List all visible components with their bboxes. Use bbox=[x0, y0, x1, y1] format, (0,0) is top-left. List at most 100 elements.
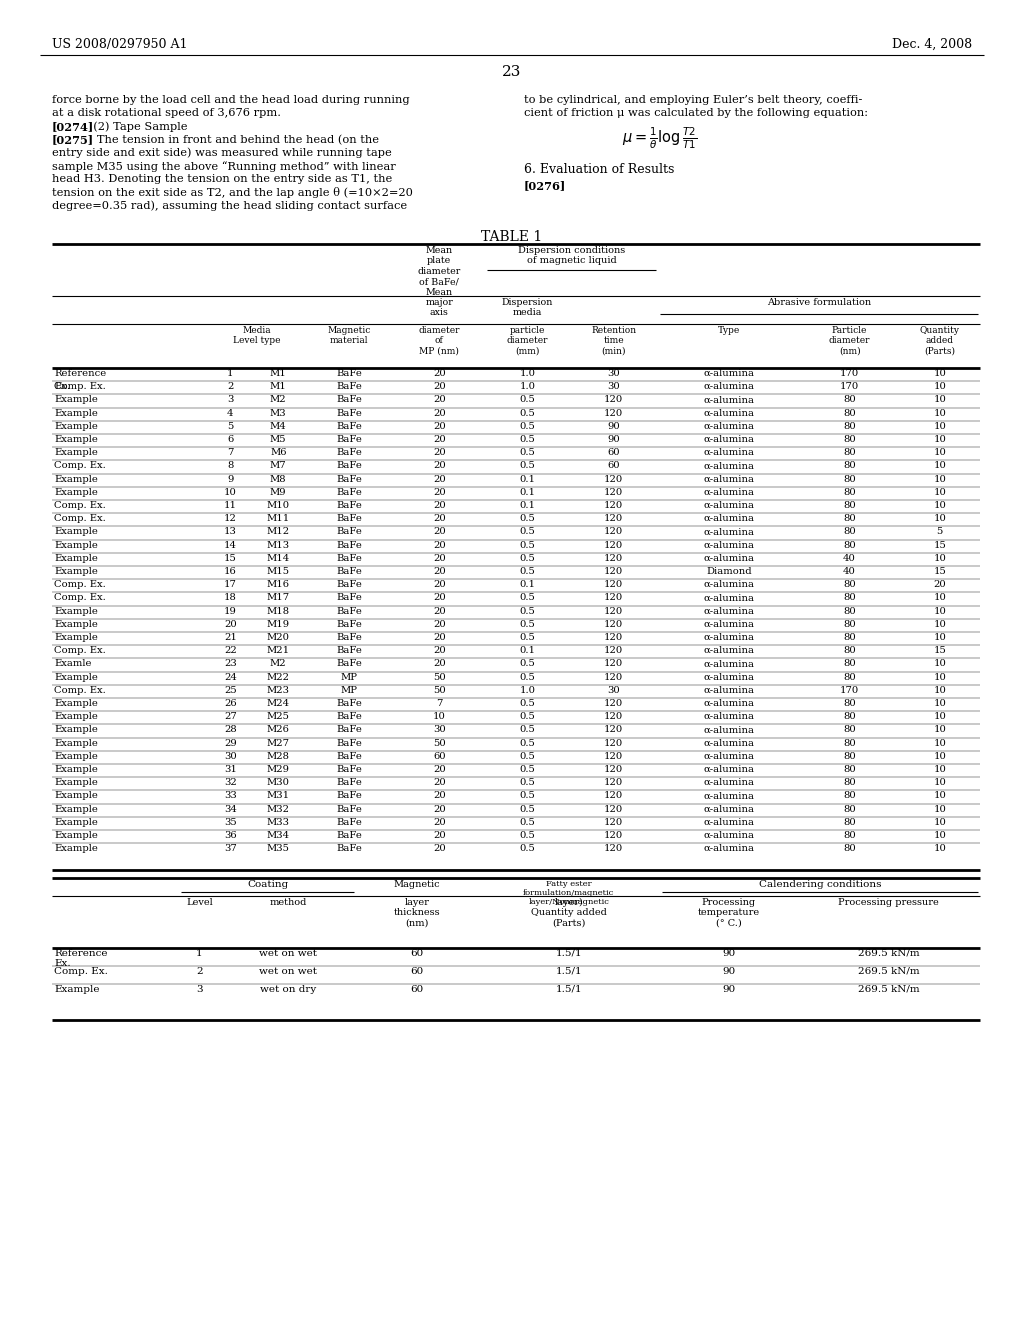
Text: 22: 22 bbox=[224, 647, 237, 655]
Text: M35: M35 bbox=[266, 845, 290, 853]
Text: 120: 120 bbox=[604, 554, 624, 562]
Text: α-alumina: α-alumina bbox=[703, 515, 755, 523]
Text: M4: M4 bbox=[270, 422, 287, 430]
Text: 10: 10 bbox=[933, 845, 946, 853]
Text: 20: 20 bbox=[433, 647, 445, 655]
Text: wet on wet: wet on wet bbox=[259, 949, 316, 957]
Text: Example: Example bbox=[54, 528, 98, 536]
Text: α-alumina: α-alumina bbox=[703, 528, 755, 536]
Text: 1.0: 1.0 bbox=[519, 383, 536, 391]
Text: 120: 120 bbox=[604, 409, 624, 417]
Text: 7: 7 bbox=[436, 700, 442, 708]
Text: α-alumina: α-alumina bbox=[703, 409, 755, 417]
Text: 10: 10 bbox=[933, 502, 946, 510]
Text: BaFe: BaFe bbox=[336, 660, 362, 668]
Text: 80: 80 bbox=[843, 700, 856, 708]
Text: 20: 20 bbox=[433, 818, 445, 826]
Text: Example: Example bbox=[54, 713, 98, 721]
Text: BaFe: BaFe bbox=[336, 700, 362, 708]
Text: 60: 60 bbox=[433, 752, 445, 760]
Text: 20: 20 bbox=[433, 449, 445, 457]
Text: M21: M21 bbox=[266, 647, 290, 655]
Text: 10: 10 bbox=[933, 607, 946, 615]
Text: 80: 80 bbox=[843, 396, 856, 404]
Text: cient of friction μ was calculated by the following equation:: cient of friction μ was calculated by th… bbox=[524, 108, 868, 119]
Text: BaFe: BaFe bbox=[336, 462, 362, 470]
Text: M32: M32 bbox=[266, 805, 290, 813]
Text: 120: 120 bbox=[604, 713, 624, 721]
Text: 10: 10 bbox=[933, 409, 946, 417]
Text: The tension in front and behind the head (on the: The tension in front and behind the head… bbox=[86, 135, 379, 145]
Text: α-alumina: α-alumina bbox=[703, 594, 755, 602]
Text: 80: 80 bbox=[843, 752, 856, 760]
Text: 0.5: 0.5 bbox=[519, 713, 536, 721]
Text: BaFe: BaFe bbox=[336, 805, 362, 813]
Text: Example: Example bbox=[54, 739, 98, 747]
Text: M9: M9 bbox=[270, 488, 287, 496]
Text: M30: M30 bbox=[266, 779, 290, 787]
Text: M14: M14 bbox=[266, 554, 290, 562]
Text: α-alumina: α-alumina bbox=[703, 462, 755, 470]
Text: 8: 8 bbox=[227, 462, 233, 470]
Text: M34: M34 bbox=[266, 832, 290, 840]
Text: 120: 120 bbox=[604, 568, 624, 576]
Text: 3: 3 bbox=[197, 985, 203, 994]
Text: Example: Example bbox=[54, 818, 98, 826]
Text: 40: 40 bbox=[843, 568, 856, 576]
Text: BaFe: BaFe bbox=[336, 792, 362, 800]
Text: 34: 34 bbox=[224, 805, 237, 813]
Text: Example: Example bbox=[54, 766, 98, 774]
Text: 0.5: 0.5 bbox=[519, 739, 536, 747]
Text: $\mu = \frac{1}{\theta}\log\frac{T2}{T1}$: $\mu = \frac{1}{\theta}\log\frac{T2}{T1}… bbox=[622, 125, 697, 150]
Text: α-alumina: α-alumina bbox=[703, 673, 755, 681]
Text: BaFe: BaFe bbox=[336, 634, 362, 642]
Text: 50: 50 bbox=[433, 673, 445, 681]
Text: Dispersion conditions
of magnetic liquid: Dispersion conditions of magnetic liquid bbox=[518, 246, 626, 265]
Text: sample M35 using the above “Running method” with linear: sample M35 using the above “Running meth… bbox=[52, 161, 395, 172]
Text: 20: 20 bbox=[433, 370, 445, 378]
Text: 80: 80 bbox=[843, 541, 856, 549]
Text: 20: 20 bbox=[433, 805, 445, 813]
Text: 1.5/1: 1.5/1 bbox=[555, 966, 582, 975]
Text: 20: 20 bbox=[224, 620, 237, 628]
Text: BaFe: BaFe bbox=[336, 488, 362, 496]
Text: α-alumina: α-alumina bbox=[703, 647, 755, 655]
Text: 9: 9 bbox=[227, 475, 233, 483]
Text: 25: 25 bbox=[224, 686, 237, 694]
Text: Example: Example bbox=[54, 779, 98, 787]
Text: 30: 30 bbox=[607, 686, 621, 694]
Text: particle
diameter
(mm): particle diameter (mm) bbox=[507, 326, 548, 356]
Text: α-alumina: α-alumina bbox=[703, 805, 755, 813]
Text: 0.5: 0.5 bbox=[519, 700, 536, 708]
Text: BaFe: BaFe bbox=[336, 436, 362, 444]
Text: 1.0: 1.0 bbox=[519, 370, 536, 378]
Text: 10: 10 bbox=[224, 488, 237, 496]
Text: 24: 24 bbox=[224, 673, 237, 681]
Text: M15: M15 bbox=[266, 568, 290, 576]
Text: 120: 120 bbox=[604, 515, 624, 523]
Text: 19: 19 bbox=[224, 607, 237, 615]
Text: 29: 29 bbox=[224, 739, 237, 747]
Text: to be cylindrical, and employing Euler’s belt theory, coeffi-: to be cylindrical, and employing Euler’s… bbox=[524, 95, 862, 106]
Text: 80: 80 bbox=[843, 488, 856, 496]
Text: Diamond: Diamond bbox=[706, 568, 752, 576]
Text: 50: 50 bbox=[433, 686, 445, 694]
Text: 10: 10 bbox=[933, 620, 946, 628]
Text: 10: 10 bbox=[933, 713, 946, 721]
Text: 80: 80 bbox=[843, 818, 856, 826]
Text: M6: M6 bbox=[270, 449, 287, 457]
Text: Mean
plate
diameter
of BaFe/
Mean: Mean plate diameter of BaFe/ Mean bbox=[418, 246, 461, 297]
Text: (2) Tape Sample: (2) Tape Sample bbox=[86, 121, 187, 132]
Text: 120: 120 bbox=[604, 528, 624, 536]
Text: 120: 120 bbox=[604, 792, 624, 800]
Text: 10: 10 bbox=[933, 766, 946, 774]
Text: 0.5: 0.5 bbox=[519, 594, 536, 602]
Text: Example: Example bbox=[54, 396, 98, 404]
Text: 20: 20 bbox=[433, 792, 445, 800]
Text: M3: M3 bbox=[270, 409, 287, 417]
Text: BaFe: BaFe bbox=[336, 594, 362, 602]
Text: 10: 10 bbox=[933, 792, 946, 800]
Text: 10: 10 bbox=[933, 752, 946, 760]
Text: 90: 90 bbox=[607, 436, 621, 444]
Text: 120: 120 bbox=[604, 832, 624, 840]
